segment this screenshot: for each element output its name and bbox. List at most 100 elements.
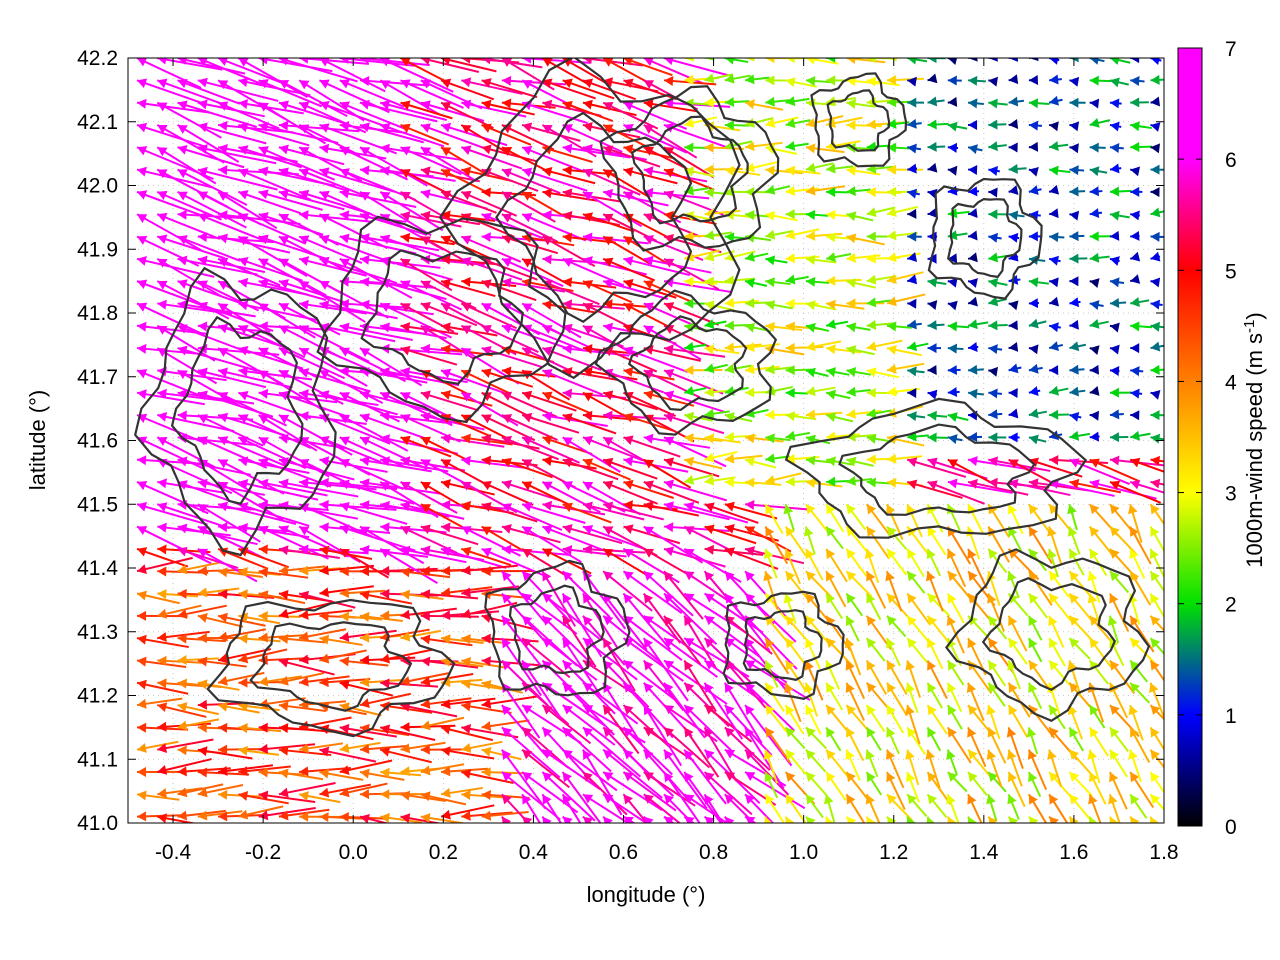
wind-arrow bbox=[217, 458, 285, 495]
wind-arrow bbox=[521, 502, 586, 524]
wind-arrow bbox=[684, 185, 710, 196]
wind-arrow bbox=[865, 793, 881, 823]
wind-arrow bbox=[704, 58, 715, 61]
wind-arrow bbox=[318, 369, 384, 404]
wind-arrow bbox=[724, 363, 752, 374]
wind-arrow bbox=[987, 816, 998, 823]
wind-arrow bbox=[319, 499, 397, 511]
wind-arrow bbox=[866, 297, 892, 308]
wind-arrow bbox=[460, 213, 515, 238]
wind-arrow bbox=[461, 77, 523, 95]
wind-arrow bbox=[278, 701, 327, 712]
wind-arrow bbox=[380, 456, 449, 473]
wind-arrow bbox=[521, 704, 582, 744]
wind-arrow bbox=[683, 592, 747, 634]
wind-arrow bbox=[359, 276, 436, 289]
wind-arrow bbox=[886, 615, 907, 638]
wind-arrow bbox=[440, 697, 496, 709]
wind-arrow bbox=[136, 389, 205, 406]
wind-arrow bbox=[461, 99, 527, 118]
wind-arrow bbox=[1129, 570, 1152, 606]
wind-arrow bbox=[258, 189, 323, 211]
wind-arrow bbox=[967, 548, 988, 589]
wind-arrow bbox=[582, 391, 632, 421]
wind-arrow bbox=[785, 140, 809, 151]
wind-arrow bbox=[157, 702, 207, 718]
wind-arrow bbox=[1129, 274, 1141, 284]
wind-arrow bbox=[865, 570, 887, 609]
wind-arrow bbox=[683, 615, 718, 670]
wind-arrow bbox=[663, 302, 719, 326]
wind-arrow bbox=[804, 660, 824, 701]
wind-arrow bbox=[1150, 433, 1164, 444]
wind-arrow bbox=[926, 637, 944, 670]
wind-arrow bbox=[400, 790, 447, 803]
wind-arrow bbox=[177, 78, 241, 105]
wind-arrow bbox=[541, 704, 592, 745]
wind-arrow bbox=[1088, 637, 1112, 668]
wind-arrow bbox=[258, 321, 330, 332]
wind-arrow bbox=[359, 813, 390, 823]
wind-arrow bbox=[846, 142, 873, 153]
wind-arrow bbox=[825, 548, 848, 583]
wind-arrow bbox=[156, 234, 226, 260]
wind-arrow bbox=[420, 763, 465, 776]
wind-arrow bbox=[521, 525, 582, 564]
wind-arrow bbox=[1130, 186, 1143, 197]
wind-arrow bbox=[1008, 363, 1022, 374]
wind-arrow bbox=[925, 749, 941, 789]
wind-arrow bbox=[805, 503, 829, 533]
wind-arrow bbox=[542, 435, 593, 456]
wind-arrow bbox=[380, 812, 422, 823]
wind-arrow bbox=[136, 740, 179, 753]
wind-arrow bbox=[886, 74, 924, 85]
wind-arrow bbox=[1129, 251, 1141, 262]
wind-arrow bbox=[582, 212, 635, 233]
wind-arrow bbox=[197, 810, 243, 821]
wind-arrow bbox=[825, 319, 849, 330]
wind-arrow bbox=[885, 749, 905, 789]
wind-arrow bbox=[501, 771, 561, 821]
wind-arrow bbox=[683, 771, 723, 823]
wind-arrow bbox=[582, 704, 646, 744]
wind-arrow bbox=[968, 119, 978, 130]
wind-arrow bbox=[501, 615, 544, 669]
wind-arrow bbox=[804, 637, 821, 670]
wind-arrow bbox=[400, 100, 453, 120]
wind-arrow bbox=[380, 648, 433, 664]
wind-arrow bbox=[400, 345, 458, 366]
wind-arrow bbox=[1109, 771, 1128, 810]
wind-arrow bbox=[846, 456, 874, 467]
wind-arrow bbox=[1048, 570, 1071, 599]
wind-arrow bbox=[541, 570, 577, 627]
wind-arrow bbox=[1069, 186, 1086, 197]
wind-arrow bbox=[785, 430, 810, 441]
wind-arrow bbox=[177, 190, 247, 229]
wind-arrow bbox=[542, 411, 608, 427]
wind-arrow bbox=[1007, 615, 1028, 652]
wind-arrow bbox=[1007, 704, 1029, 738]
wind-arrow bbox=[765, 453, 790, 464]
wind-arrow bbox=[907, 118, 922, 129]
wind-arrow bbox=[805, 478, 843, 489]
wind-arrow bbox=[420, 58, 480, 73]
wind-arrow bbox=[501, 146, 551, 174]
wind-arrow bbox=[1129, 457, 1164, 473]
wind-arrow bbox=[785, 118, 811, 129]
wind-arrow bbox=[825, 525, 844, 550]
wind-arrow bbox=[825, 726, 842, 752]
wind-arrow bbox=[946, 548, 967, 588]
wind-arrow bbox=[197, 414, 264, 447]
wind-arrow bbox=[400, 629, 442, 642]
wind-arrow bbox=[258, 567, 309, 579]
wind-arrow bbox=[461, 455, 530, 470]
wind-arrow bbox=[865, 637, 886, 662]
wind-arrow bbox=[420, 123, 483, 149]
wind-arrow bbox=[784, 615, 810, 644]
wind-arrow bbox=[177, 58, 246, 75]
wind-arrow bbox=[258, 790, 316, 804]
wind-arrow bbox=[461, 723, 519, 739]
wind-arrow bbox=[988, 58, 998, 62]
y-tick-label: 41.3 bbox=[77, 621, 118, 644]
wind-arrow bbox=[197, 77, 279, 102]
